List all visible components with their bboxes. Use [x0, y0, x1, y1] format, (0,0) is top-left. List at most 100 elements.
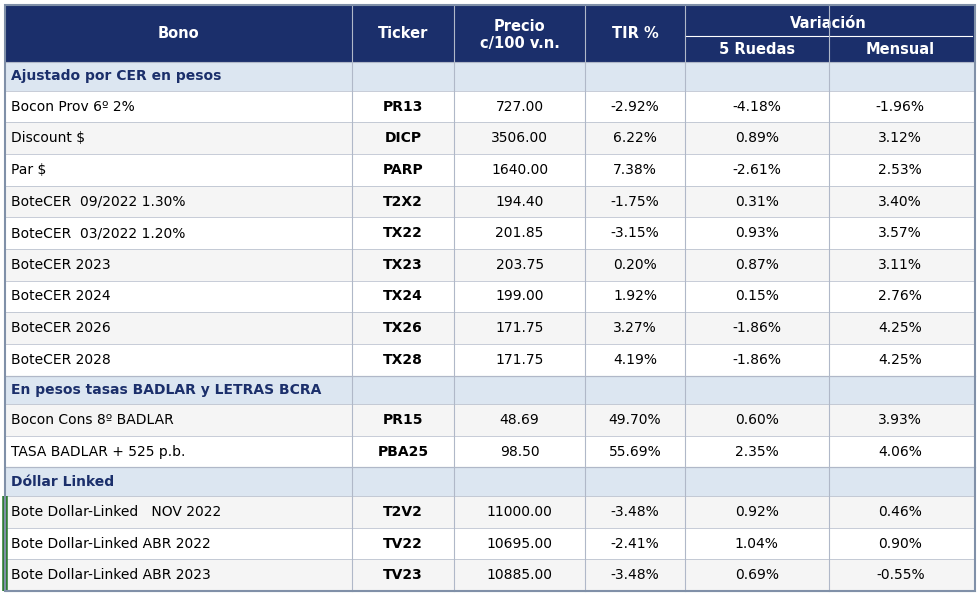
Bar: [5, 560, 975, 591]
Text: Discount $: Discount $: [11, 131, 85, 145]
Text: T2X2: T2X2: [383, 194, 423, 209]
Text: Ajustado por CER en pesos: Ajustado por CER en pesos: [11, 70, 221, 83]
Text: T2V2: T2V2: [383, 505, 423, 519]
Text: 0.90%: 0.90%: [878, 536, 922, 551]
Bar: [5, 91, 975, 122]
Text: Bote Dollar-Linked   NOV 2022: Bote Dollar-Linked NOV 2022: [11, 505, 221, 519]
Text: -2.61%: -2.61%: [732, 163, 781, 177]
Bar: [5, 281, 975, 312]
Text: 1.04%: 1.04%: [735, 536, 779, 551]
Bar: [5, 186, 975, 218]
Text: -2.41%: -2.41%: [611, 536, 660, 551]
Text: BoteCER 2024: BoteCER 2024: [11, 290, 111, 303]
Text: 199.00: 199.00: [495, 290, 544, 303]
Text: 0.15%: 0.15%: [735, 290, 779, 303]
Text: PR13: PR13: [383, 100, 423, 114]
Text: TX26: TX26: [383, 321, 423, 335]
Text: 7.38%: 7.38%: [613, 163, 657, 177]
Text: 4.25%: 4.25%: [878, 353, 922, 367]
Text: BoteCER 2026: BoteCER 2026: [11, 321, 111, 335]
Text: 5 Ruedas: 5 Ruedas: [718, 42, 795, 57]
Text: 0.87%: 0.87%: [735, 258, 779, 272]
Text: 4.06%: 4.06%: [878, 445, 922, 459]
Text: 6.22%: 6.22%: [613, 131, 657, 145]
Text: TX28: TX28: [383, 353, 423, 367]
Text: TX22: TX22: [383, 226, 423, 240]
Text: 11000.00: 11000.00: [487, 505, 553, 519]
Text: 10885.00: 10885.00: [487, 568, 553, 582]
Bar: [5, 467, 975, 496]
Text: PR15: PR15: [383, 413, 423, 427]
Text: Ticker: Ticker: [378, 26, 428, 41]
Bar: [5, 249, 975, 281]
Text: -0.55%: -0.55%: [876, 568, 924, 582]
Bar: [5, 218, 975, 249]
Text: 0.69%: 0.69%: [735, 568, 779, 582]
Text: BoteCER  03/2022 1.20%: BoteCER 03/2022 1.20%: [11, 226, 185, 240]
Text: Mensual: Mensual: [865, 42, 935, 57]
Text: Bono: Bono: [158, 26, 200, 41]
Text: En pesos tasas BADLAR y LETRAS BCRA: En pesos tasas BADLAR y LETRAS BCRA: [11, 383, 321, 397]
Text: 2.35%: 2.35%: [735, 445, 779, 459]
Text: 0.20%: 0.20%: [613, 258, 657, 272]
Bar: [5, 154, 975, 186]
Text: PARP: PARP: [383, 163, 423, 177]
Text: Par $: Par $: [11, 163, 46, 177]
Text: Bote Dollar-Linked ABR 2022: Bote Dollar-Linked ABR 2022: [11, 536, 211, 551]
Text: 0.89%: 0.89%: [735, 131, 779, 145]
Text: -3.48%: -3.48%: [611, 505, 660, 519]
Text: DICP: DICP: [384, 131, 421, 145]
Text: -1.86%: -1.86%: [732, 321, 781, 335]
Text: 49.70%: 49.70%: [609, 413, 662, 427]
Text: 203.75: 203.75: [496, 258, 544, 272]
Text: 0.60%: 0.60%: [735, 413, 779, 427]
Text: -1.96%: -1.96%: [876, 100, 925, 114]
Text: TV23: TV23: [383, 568, 423, 582]
Text: 2.76%: 2.76%: [878, 290, 922, 303]
Text: -3.15%: -3.15%: [611, 226, 660, 240]
Bar: [5, 404, 975, 436]
Text: Precio: Precio: [494, 18, 546, 33]
Text: 201.85: 201.85: [496, 226, 544, 240]
Text: 0.46%: 0.46%: [878, 505, 922, 519]
Text: -2.92%: -2.92%: [611, 100, 660, 114]
Text: 171.75: 171.75: [496, 353, 544, 367]
Text: 4.25%: 4.25%: [878, 321, 922, 335]
Text: 194.40: 194.40: [496, 194, 544, 209]
Text: 4.19%: 4.19%: [613, 353, 657, 367]
Text: -4.18%: -4.18%: [732, 100, 781, 114]
Text: TX23: TX23: [383, 258, 423, 272]
Text: c/100 v.n.: c/100 v.n.: [479, 36, 560, 51]
Bar: [5, 62, 975, 91]
Text: Variación: Variación: [790, 16, 867, 31]
Bar: [5, 312, 975, 344]
Text: PBA25: PBA25: [377, 445, 428, 459]
Bar: [5, 122, 975, 154]
Text: 10695.00: 10695.00: [487, 536, 553, 551]
Text: 171.75: 171.75: [496, 321, 544, 335]
Bar: [5, 5, 975, 62]
Bar: [5, 436, 975, 467]
Bar: [5, 344, 975, 375]
Text: 48.69: 48.69: [500, 413, 539, 427]
Text: BoteCER 2023: BoteCER 2023: [11, 258, 111, 272]
Text: 0.31%: 0.31%: [735, 194, 779, 209]
Text: 3.40%: 3.40%: [878, 194, 922, 209]
Text: 1640.00: 1640.00: [491, 163, 548, 177]
Text: -1.86%: -1.86%: [732, 353, 781, 367]
Text: Bote Dollar-Linked ABR 2023: Bote Dollar-Linked ABR 2023: [11, 568, 211, 582]
Text: 2.53%: 2.53%: [878, 163, 922, 177]
Text: 98.50: 98.50: [500, 445, 539, 459]
Text: 1.92%: 1.92%: [613, 290, 657, 303]
Text: 3506.00: 3506.00: [491, 131, 548, 145]
Text: Dóllar Linked: Dóllar Linked: [11, 475, 114, 489]
Text: -3.48%: -3.48%: [611, 568, 660, 582]
Text: TASA BADLAR + 525 p.b.: TASA BADLAR + 525 p.b.: [11, 445, 185, 459]
Text: 0.93%: 0.93%: [735, 226, 779, 240]
Text: Bocon Prov 6º 2%: Bocon Prov 6º 2%: [11, 100, 134, 114]
Text: BoteCER  09/2022 1.30%: BoteCER 09/2022 1.30%: [11, 194, 185, 209]
Text: 3.57%: 3.57%: [878, 226, 922, 240]
Text: 3.93%: 3.93%: [878, 413, 922, 427]
Bar: [5, 527, 975, 560]
Text: 727.00: 727.00: [496, 100, 544, 114]
